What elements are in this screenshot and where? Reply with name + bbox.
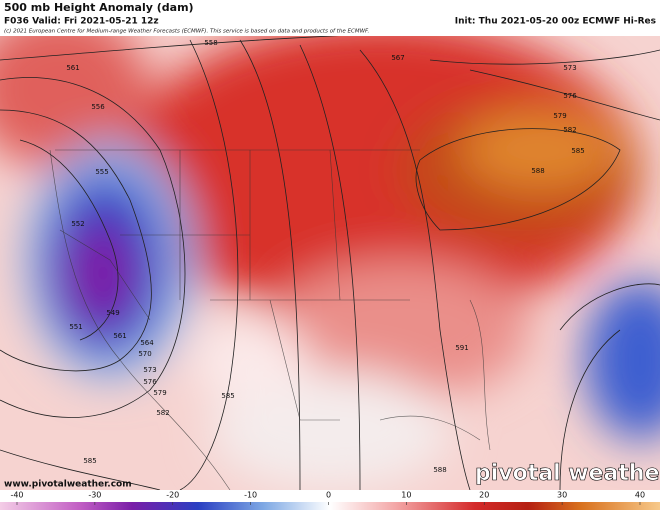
watermark: pivotal weather	[475, 461, 660, 486]
political-boundaries	[49, 149, 491, 490]
contour-label: 576	[143, 378, 157, 386]
contour-label: 588	[433, 466, 446, 474]
contour-label: 582	[156, 409, 169, 417]
colorbar-tick-label: -30	[88, 491, 101, 500]
contour-label: 582	[563, 126, 576, 134]
contour-label: 579	[553, 112, 566, 120]
init-time: Init: Thu 2021-05-20 00z ECMWF Hi-Res	[455, 17, 656, 27]
contour-label: 564	[140, 339, 154, 347]
colorbar: -40 -30 -20 -10 0 10 20 30 40	[0, 491, 660, 510]
contour-label: 573	[143, 366, 156, 374]
contour-label: 551	[69, 323, 82, 331]
contour-label: 561	[113, 332, 126, 340]
contour-label: 573	[563, 64, 576, 72]
colorbar-tick-label: 40	[635, 491, 645, 500]
contour-label: 591	[455, 344, 468, 352]
contour-labels: 5585585615565555525495515615645705735765…	[66, 39, 584, 474]
contour-label: 585	[571, 147, 584, 155]
colorbar-tick-label: -40	[10, 491, 23, 500]
contour-label: 556	[91, 103, 105, 111]
contour-label: 555	[95, 168, 108, 176]
contour-label: 552	[71, 220, 84, 228]
contour-label: 585	[221, 392, 234, 400]
colorbar-tick-label: 0	[326, 491, 331, 500]
contour-label: 588	[531, 167, 544, 175]
website: www.pivotalweather.com	[4, 480, 132, 490]
contour-label: 549	[106, 309, 119, 317]
contour-label: 585	[83, 457, 96, 465]
colorbar-tick-label: 30	[557, 491, 567, 500]
contour-label: 567	[391, 54, 404, 62]
colorbar-tick-label: -20	[166, 491, 179, 500]
contour-label: 561	[66, 64, 79, 72]
copyright: (c) 2021 European Centre for Medium-rang…	[4, 29, 369, 35]
contour-label: 558	[204, 39, 217, 47]
valid-time: F036 Valid: Fri 2021-05-21 12z	[4, 17, 159, 27]
contour-label: 579	[153, 389, 166, 397]
header: 500 mb Height Anomaly (dam) F036 Valid: …	[4, 1, 656, 35]
height-contours	[0, 36, 660, 490]
contour-label: 576	[563, 92, 577, 100]
map-title: 500 mb Height Anomaly (dam)	[4, 1, 194, 14]
colorbar-gradient	[0, 502, 660, 510]
colorbar-tick-label: -10	[244, 491, 257, 500]
map: 5585585615565555525495515615645705735765…	[0, 36, 660, 490]
colorbar-tick-label: 20	[479, 491, 489, 500]
colorbar-tick-label: 10	[401, 491, 411, 500]
contour-label: 570	[138, 350, 151, 358]
